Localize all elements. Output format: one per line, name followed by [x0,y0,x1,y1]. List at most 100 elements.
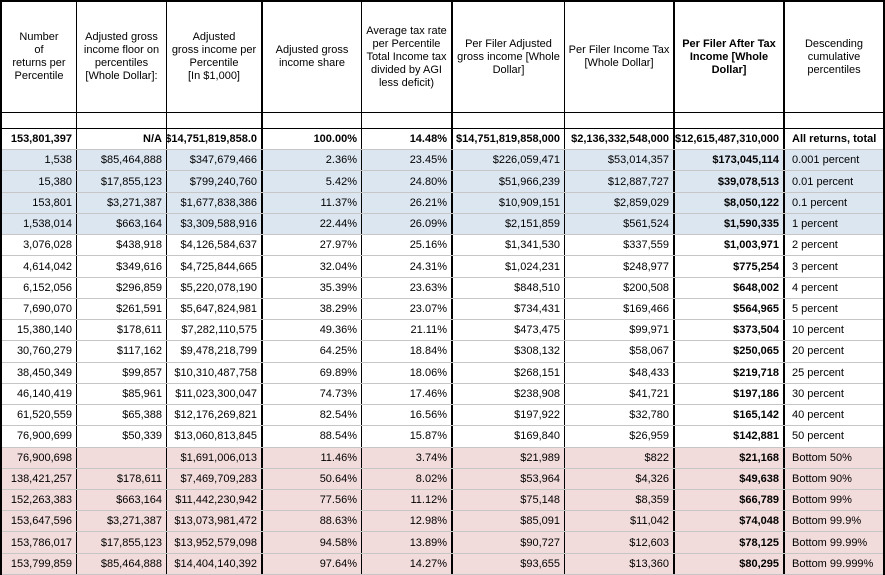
table-cell[interactable]: $50,339 [77,426,167,447]
table-cell[interactable]: 11.46% [263,447,362,468]
table-cell[interactable]: $53,964 [453,468,565,489]
table-cell[interactable]: 152,263,383 [2,489,77,511]
table-cell[interactable]: 46,140,419 [2,383,77,405]
table-cell[interactable]: $90,727 [453,532,565,553]
table-cell[interactable]: $48,433 [565,362,675,383]
table-cell[interactable]: 69.89% [263,362,362,383]
table-cell[interactable] [77,447,167,468]
table-cell[interactable]: 94.58% [263,532,362,553]
table-cell[interactable]: $8,050,122 [675,192,785,213]
table-cell[interactable]: $12,603 [565,532,675,553]
table-cell[interactable]: $3,271,387 [77,511,167,532]
table-cell[interactable]: $75,148 [453,489,565,511]
table-cell[interactable]: $21,989 [453,447,565,468]
row-label-cell[interactable]: Bottom 99.999% [792,557,874,570]
table-cell[interactable]: $438,918 [77,235,167,256]
table-cell[interactable]: 153,647,596 [2,511,77,532]
table-cell[interactable]: $117,162 [77,341,167,362]
table-cell[interactable]: 82.54% [263,405,362,426]
column-header-2[interactable]: Adjusted gross income floor on percentil… [77,2,167,112]
table-cell[interactable]: $848,510 [453,277,565,298]
table-cell[interactable]: 38,450,349 [2,362,77,383]
table-cell[interactable]: $799,240,760 [167,171,263,192]
table-cell[interactable]: 24.80% [362,171,453,192]
table-cell[interactable]: 74.73% [263,383,362,405]
table-cell[interactable]: 15.87% [362,426,453,447]
table-cell[interactable]: 23.45% [362,150,453,171]
column-header-4[interactable]: Adjusted gross income share [263,2,362,112]
table-cell[interactable]: 153,799,859 [2,553,77,574]
table-cell[interactable]: $1,003,971 [675,235,785,256]
table-cell[interactable]: 21.11% [362,320,453,341]
table-cell[interactable]: $80,295 [675,553,785,574]
table-cell[interactable]: $169,840 [453,426,565,447]
column-header-8[interactable]: Per Filer After Tax Income [Whole Dollar… [675,2,785,112]
table-cell[interactable]: $648,002 [675,277,785,298]
table-cell[interactable]: $66,789 [675,489,785,511]
table-cell[interactable]: 1,538,014 [2,213,77,235]
table-cell[interactable]: 30,760,279 [2,341,77,362]
table-cell[interactable]: 5.42% [263,171,362,192]
table-cell[interactable]: $5,647,824,981 [167,298,263,320]
table-cell[interactable]: $17,855,123 [77,532,167,553]
table-cell[interactable]: 23.63% [362,277,453,298]
table-cell[interactable]: 27.97% [263,235,362,256]
table-cell[interactable]: $4,126,584,637 [167,235,263,256]
table-cell[interactable]: $250,065 [675,341,785,362]
table-cell[interactable]: $564,965 [675,298,785,320]
table-cell[interactable]: $347,679,466 [167,150,263,171]
table-cell[interactable]: $165,142 [675,405,785,426]
table-cell[interactable]: 15,380,140 [2,320,77,341]
table-cell[interactable]: 11.37% [263,192,362,213]
table-cell[interactable]: $373,504 [675,320,785,341]
table-cell[interactable]: $663,164 [77,489,167,511]
column-header-6[interactable]: Per Filer Adjusted gross income [Whole D… [453,2,565,112]
table-cell[interactable]: 3.74% [362,447,453,468]
row-label-cell[interactable]: 30 percent [792,387,844,400]
table-cell[interactable]: 153,801 [2,192,77,213]
table-cell[interactable]: $349,616 [77,256,167,277]
table-cell[interactable]: $10,909,151 [453,192,565,213]
table-cell[interactable]: $53,014,357 [565,150,675,171]
column-header-1[interactable]: Number of returns per Percentile [2,2,77,112]
table-cell[interactable]: 49.36% [263,320,362,341]
table-cell[interactable]: 14.27% [362,553,453,574]
column-header-9[interactable]: Descending cumulative percentiles [804,37,864,76]
table-cell[interactable]: $51,966,239 [453,171,565,192]
table-cell[interactable]: 76,900,699 [2,426,77,447]
table-cell[interactable]: 18.06% [362,362,453,383]
table-cell[interactable]: $663,164 [77,213,167,235]
table-cell[interactable]: $13,360 [565,553,675,574]
table-cell[interactable]: $10,310,487,758 [167,362,263,383]
table-cell[interactable]: $26,959 [565,426,675,447]
table-cell[interactable]: $197,922 [453,405,565,426]
table-cell[interactable]: $3,309,588,916 [167,213,263,235]
table-cell[interactable]: $178,611 [77,468,167,489]
table-cell[interactable]: $14,751,819,858.0 [167,129,263,150]
table-cell[interactable]: $2,859,029 [565,192,675,213]
table-cell[interactable]: $13,060,813,845 [167,426,263,447]
table-cell[interactable]: $473,475 [453,320,565,341]
table-cell[interactable]: $219,718 [675,362,785,383]
table-cell[interactable]: $99,857 [77,362,167,383]
table-cell[interactable]: 2.36% [263,150,362,171]
row-label-cell[interactable]: Bottom 99% [792,494,852,507]
table-cell[interactable]: $65,388 [77,405,167,426]
table-cell[interactable]: $268,151 [453,362,565,383]
table-cell[interactable]: $1,677,838,386 [167,192,263,213]
table-cell[interactable]: 76,900,698 [2,447,77,468]
table-cell[interactable]: 153,801,397 [2,129,77,150]
table-cell[interactable]: $74,048 [675,511,785,532]
table-cell[interactable]: $261,591 [77,298,167,320]
table-cell[interactable]: $775,254 [675,256,785,277]
table-cell[interactable]: $7,282,110,575 [167,320,263,341]
row-label-cell[interactable]: 40 percent [792,409,844,422]
table-cell[interactable]: $1,341,530 [453,235,565,256]
table-cell[interactable]: $1,024,231 [453,256,565,277]
table-cell[interactable]: $296,859 [77,277,167,298]
table-cell[interactable]: $226,059,471 [453,150,565,171]
table-cell[interactable]: 17.46% [362,383,453,405]
table-cell[interactable]: $3,271,387 [77,192,167,213]
row-label-cell[interactable]: Bottom 99.9% [792,515,862,528]
table-cell[interactable]: $14,404,140,392 [167,553,263,574]
